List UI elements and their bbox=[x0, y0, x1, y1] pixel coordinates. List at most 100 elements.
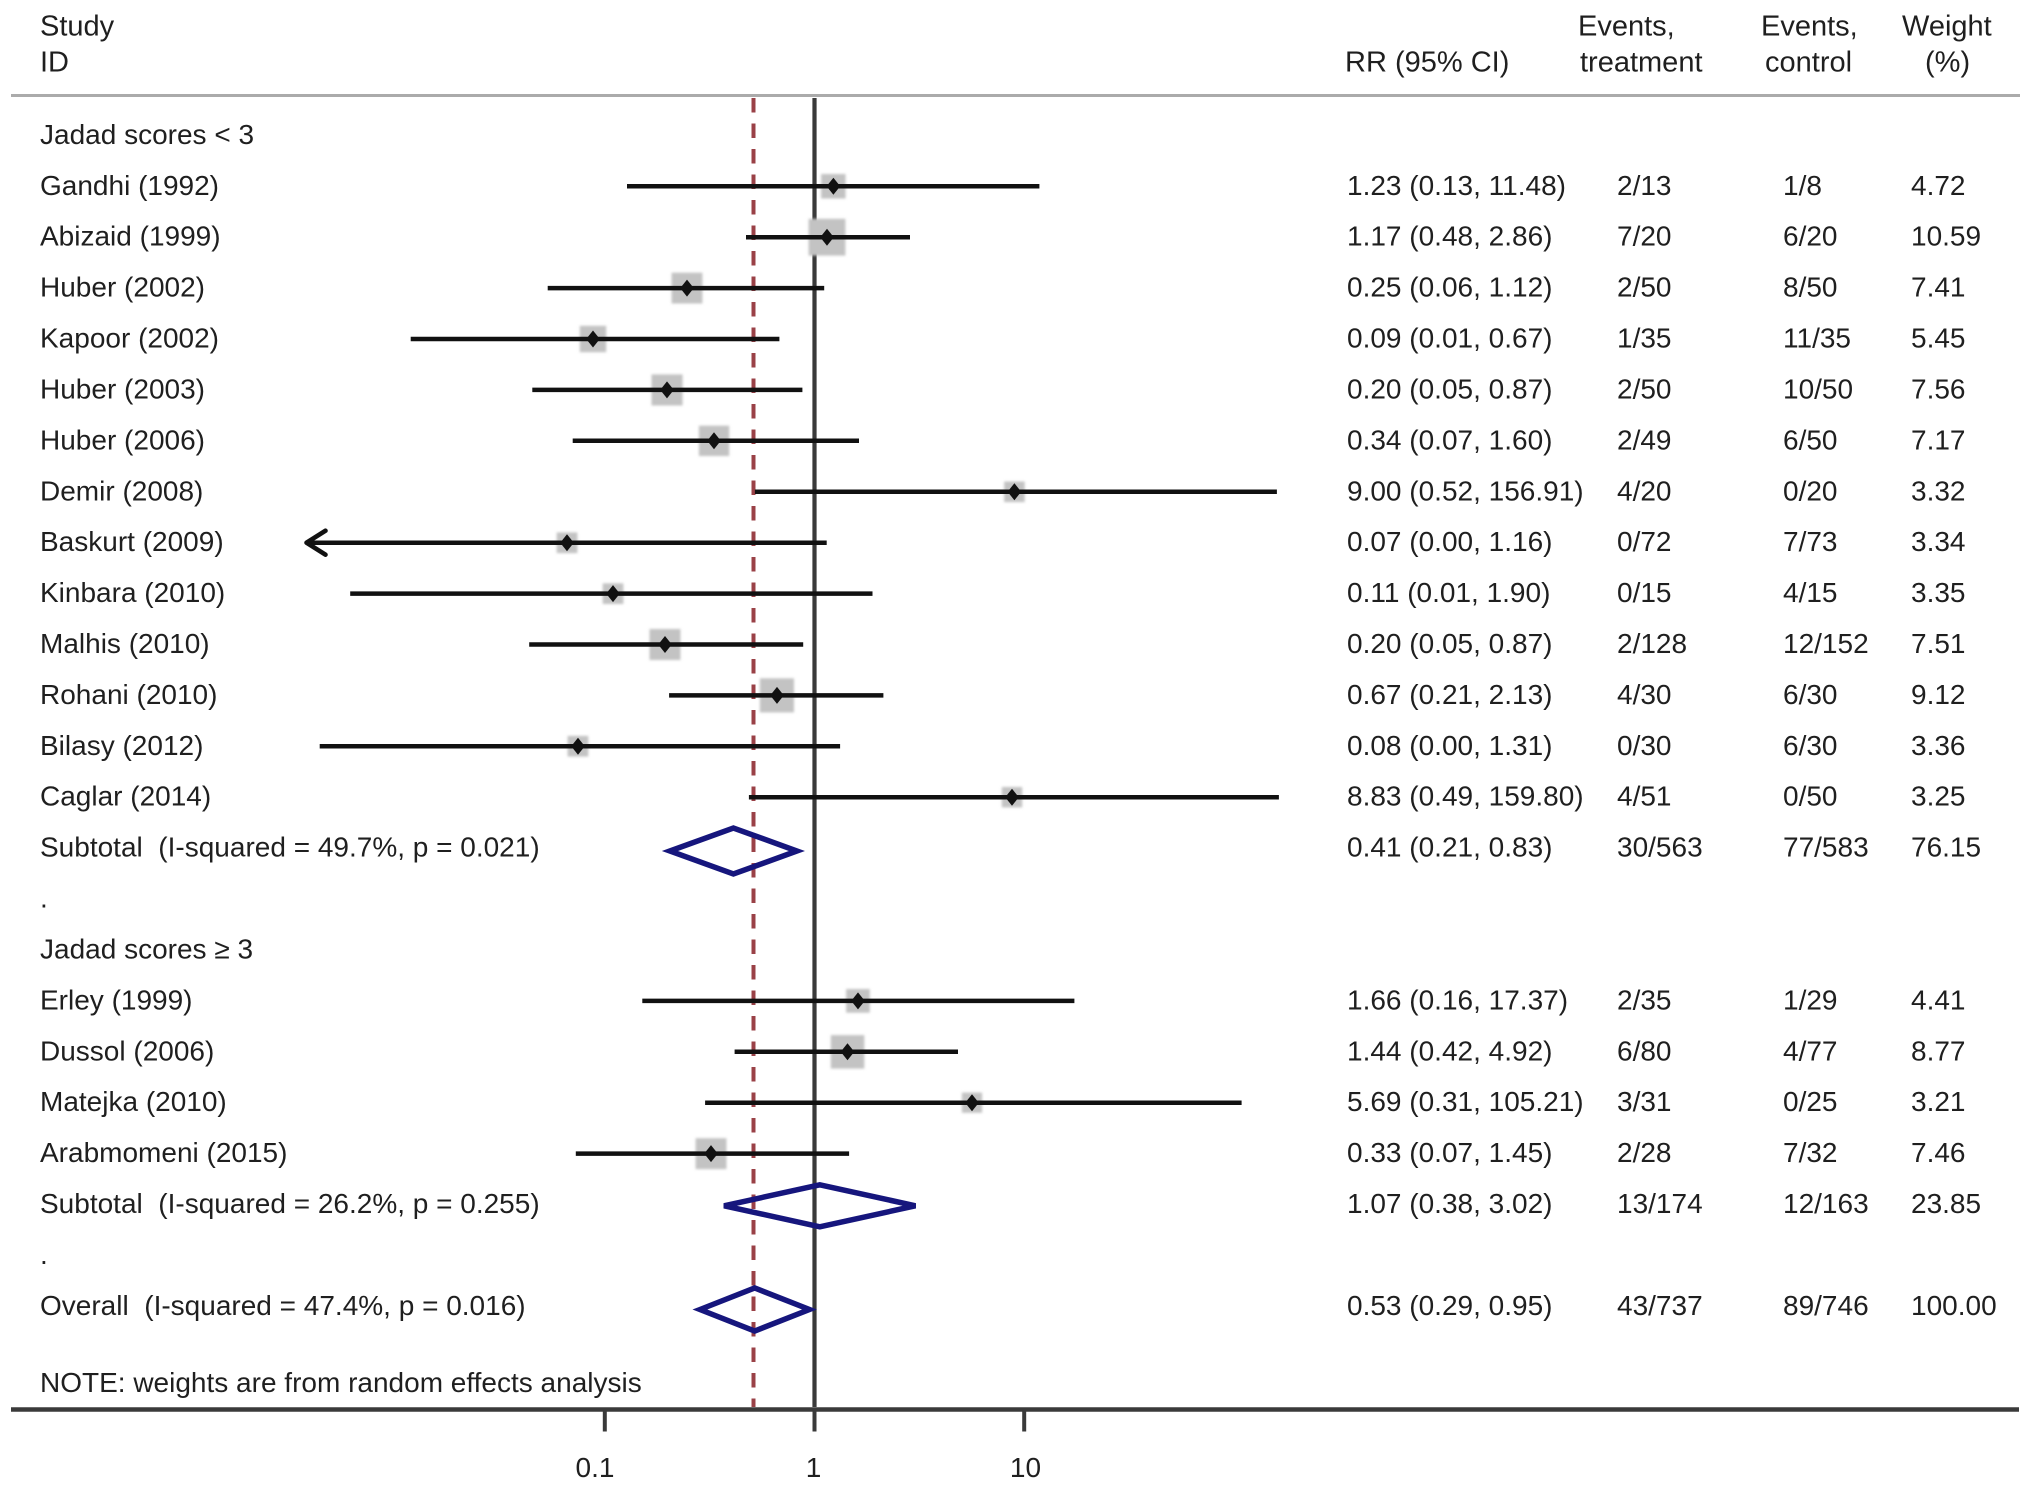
svg-text:2/128: 2/128 bbox=[1617, 628, 1687, 659]
svg-text:9.12: 9.12 bbox=[1911, 679, 1966, 710]
svg-text:Bilasy (2012): Bilasy (2012) bbox=[40, 730, 203, 761]
svg-text:8.83 (0.49, 159.80): 8.83 (0.49, 159.80) bbox=[1347, 781, 1584, 812]
svg-text:3.32: 3.32 bbox=[1911, 475, 1966, 506]
svg-text:76.15: 76.15 bbox=[1911, 832, 1981, 863]
svg-text:5.45: 5.45 bbox=[1911, 323, 1966, 354]
svg-text:Arabmomeni (2015): Arabmomeni (2015) bbox=[40, 1137, 287, 1168]
svg-text:0/30: 0/30 bbox=[1617, 730, 1672, 761]
svg-text:Erley (1999): Erley (1999) bbox=[40, 984, 193, 1015]
svg-text:3.34: 3.34 bbox=[1911, 526, 1966, 557]
svg-text:1/35: 1/35 bbox=[1617, 323, 1672, 354]
svg-text:6/30: 6/30 bbox=[1783, 679, 1838, 710]
svg-text:0/20: 0/20 bbox=[1783, 475, 1838, 506]
svg-text:0.25 (0.06, 1.12): 0.25 (0.06, 1.12) bbox=[1347, 272, 1552, 303]
svg-text:RR (95% CI): RR (95% CI) bbox=[1345, 47, 1509, 79]
svg-text:Caglar (2014): Caglar (2014) bbox=[40, 781, 211, 812]
svg-text:Matejka (2010): Matejka (2010) bbox=[40, 1086, 227, 1117]
svg-text:4/77: 4/77 bbox=[1783, 1035, 1838, 1066]
svg-text:4.72: 4.72 bbox=[1911, 170, 1966, 201]
svg-text:(%): (%) bbox=[1925, 47, 1970, 79]
svg-text:Study: Study bbox=[40, 11, 115, 43]
svg-text:4/51: 4/51 bbox=[1617, 781, 1672, 812]
svg-text:6/50: 6/50 bbox=[1783, 424, 1838, 455]
svg-text:0.07 (0.00, 1.16): 0.07 (0.00, 1.16) bbox=[1347, 526, 1552, 557]
svg-text:6/30: 6/30 bbox=[1783, 730, 1838, 761]
svg-text:1: 1 bbox=[806, 1452, 822, 1483]
svg-text:Demir (2008): Demir (2008) bbox=[40, 475, 203, 506]
svg-text:3/31: 3/31 bbox=[1617, 1086, 1672, 1117]
svg-text:0.09 (0.01, 0.67): 0.09 (0.01, 0.67) bbox=[1347, 323, 1552, 354]
svg-text:10.59: 10.59 bbox=[1911, 221, 1981, 252]
svg-text:2/28: 2/28 bbox=[1617, 1137, 1672, 1168]
svg-text:6/20: 6/20 bbox=[1783, 221, 1838, 252]
svg-text:43/737: 43/737 bbox=[1617, 1290, 1703, 1321]
svg-text:89/746: 89/746 bbox=[1783, 1290, 1869, 1321]
svg-text:Rohani (2010): Rohani (2010) bbox=[40, 679, 217, 710]
svg-text:ID: ID bbox=[40, 47, 69, 79]
svg-text:30/563: 30/563 bbox=[1617, 832, 1703, 863]
svg-text:.: . bbox=[40, 883, 48, 914]
svg-text:0.34 (0.07, 1.60): 0.34 (0.07, 1.60) bbox=[1347, 424, 1552, 455]
svg-text:0/15: 0/15 bbox=[1617, 577, 1672, 608]
svg-text:0.53 (0.29, 0.95): 0.53 (0.29, 0.95) bbox=[1347, 1290, 1552, 1321]
svg-text:13/174: 13/174 bbox=[1617, 1188, 1703, 1219]
svg-text:treatment: treatment bbox=[1580, 47, 1703, 79]
svg-text:Malhis (2010): Malhis (2010) bbox=[40, 628, 210, 659]
svg-text:3.25: 3.25 bbox=[1911, 781, 1966, 812]
svg-text:Baskurt (2009): Baskurt (2009) bbox=[40, 526, 224, 557]
svg-text:2/50: 2/50 bbox=[1617, 373, 1672, 404]
svg-text:7/73: 7/73 bbox=[1783, 526, 1838, 557]
svg-text:2/35: 2/35 bbox=[1617, 984, 1672, 1015]
svg-text:Subtotal (I-squared = 49.7%,: Subtotal (I-squared = 49.7%, p = 0.021) bbox=[40, 832, 540, 863]
svg-text:Overall (I-squared = 47.4%, p: Overall (I-squared = 47.4%, p = 0.016) bbox=[40, 1290, 526, 1321]
svg-text:2/13: 2/13 bbox=[1617, 170, 1672, 201]
svg-text:4/30: 4/30 bbox=[1617, 679, 1672, 710]
svg-text:1.66 (0.16, 17.37): 1.66 (0.16, 17.37) bbox=[1347, 984, 1568, 1015]
svg-text:4.41: 4.41 bbox=[1911, 984, 1966, 1015]
svg-text:Jadad scores < 3: Jadad scores < 3 bbox=[40, 119, 254, 150]
svg-text:2/50: 2/50 bbox=[1617, 272, 1672, 303]
svg-text:4/15: 4/15 bbox=[1783, 577, 1838, 608]
svg-text:0/50: 0/50 bbox=[1783, 781, 1838, 812]
svg-text:77/583: 77/583 bbox=[1783, 832, 1869, 863]
svg-text:Dussol (2006): Dussol (2006) bbox=[40, 1035, 214, 1066]
svg-text:6/80: 6/80 bbox=[1617, 1035, 1672, 1066]
svg-text:Subtotal (I-squared = 26.2%,: Subtotal (I-squared = 26.2%, p = 0.255) bbox=[40, 1188, 540, 1219]
svg-text:Kapoor (2002): Kapoor (2002) bbox=[40, 323, 219, 354]
svg-text:.: . bbox=[40, 1239, 48, 1270]
svg-text:0.11 (0.01, 1.90): 0.11 (0.01, 1.90) bbox=[1347, 577, 1550, 608]
svg-text:Events,: Events, bbox=[1578, 11, 1675, 43]
svg-text:NOTE: weights are from random: NOTE: weights are from random effects an… bbox=[40, 1367, 642, 1398]
svg-text:1.44 (0.42, 4.92): 1.44 (0.42, 4.92) bbox=[1347, 1035, 1552, 1066]
svg-text:Huber (2003): Huber (2003) bbox=[40, 373, 205, 404]
svg-text:3.21: 3.21 bbox=[1911, 1086, 1966, 1117]
svg-text:3.36: 3.36 bbox=[1911, 730, 1966, 761]
svg-text:12/152: 12/152 bbox=[1783, 628, 1869, 659]
svg-text:4/20: 4/20 bbox=[1617, 475, 1672, 506]
svg-text:100.00: 100.00 bbox=[1911, 1290, 1997, 1321]
svg-text:0/25: 0/25 bbox=[1783, 1086, 1838, 1117]
svg-text:1.23 (0.13, 11.48): 1.23 (0.13, 11.48) bbox=[1347, 170, 1566, 201]
svg-text:1.07 (0.38, 3.02): 1.07 (0.38, 3.02) bbox=[1347, 1188, 1552, 1219]
svg-text:7.51: 7.51 bbox=[1911, 628, 1966, 659]
svg-text:7.17: 7.17 bbox=[1911, 424, 1966, 455]
svg-text:23.85: 23.85 bbox=[1911, 1188, 1981, 1219]
svg-text:7/20: 7/20 bbox=[1617, 221, 1672, 252]
svg-text:0.41 (0.21, 0.83): 0.41 (0.21, 0.83) bbox=[1347, 832, 1552, 863]
svg-text:0.20 (0.05, 0.87): 0.20 (0.05, 0.87) bbox=[1347, 373, 1552, 404]
svg-text:3.35: 3.35 bbox=[1911, 577, 1966, 608]
svg-text:0.33 (0.07, 1.45): 0.33 (0.07, 1.45) bbox=[1347, 1137, 1552, 1168]
svg-text:10: 10 bbox=[1010, 1452, 1041, 1483]
svg-text:8.77: 8.77 bbox=[1911, 1035, 1966, 1066]
svg-text:0.67 (0.21, 2.13): 0.67 (0.21, 2.13) bbox=[1347, 679, 1552, 710]
svg-text:control: control bbox=[1765, 47, 1852, 79]
svg-text:10/50: 10/50 bbox=[1783, 373, 1853, 404]
svg-text:Abizaid (1999): Abizaid (1999) bbox=[40, 221, 221, 252]
svg-text:1/29: 1/29 bbox=[1783, 984, 1838, 1015]
svg-text:2/49: 2/49 bbox=[1617, 424, 1672, 455]
svg-text:0.1: 0.1 bbox=[576, 1452, 615, 1483]
svg-text:Kinbara (2010): Kinbara (2010) bbox=[40, 577, 225, 608]
svg-text:7/32: 7/32 bbox=[1783, 1137, 1838, 1168]
svg-text:0.20 (0.05, 0.87): 0.20 (0.05, 0.87) bbox=[1347, 628, 1552, 659]
svg-text:Gandhi (1992): Gandhi (1992) bbox=[40, 170, 219, 201]
